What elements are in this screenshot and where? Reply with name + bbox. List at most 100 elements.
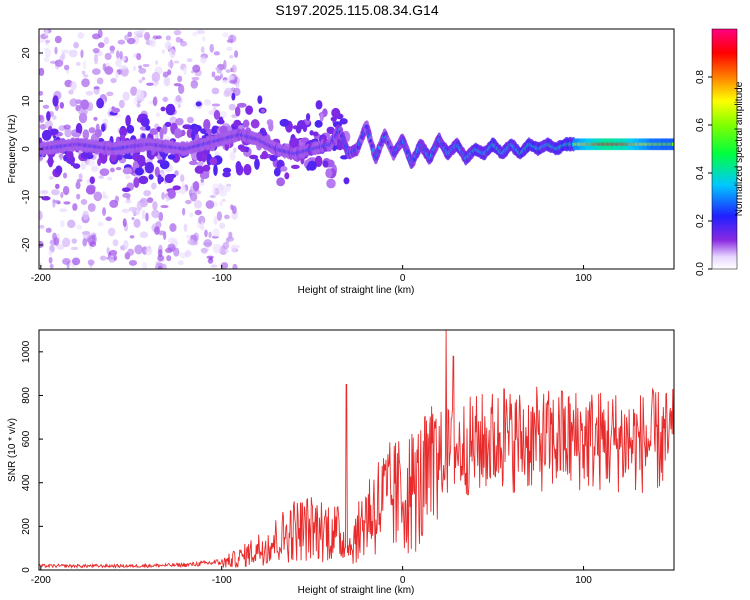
spectrogram-noise-cell [141, 209, 146, 220]
spectrogram-band-cell [52, 95, 59, 107]
spectrogram-noise-cell [110, 77, 117, 84]
snr-y-tick-label: 0 [21, 567, 32, 573]
spectrogram-noise-cell [226, 184, 231, 193]
spectrogram-noise-cell [141, 76, 146, 81]
spectrogram-noise-cell [177, 104, 181, 108]
spectrogram-band-cell [339, 118, 348, 125]
spectrogram-noise-cell [86, 159, 96, 166]
spectrogram-noise-cell [222, 32, 229, 38]
snr-x-ticks: -200 -100 0 100 [31, 566, 592, 586]
spectrogram-noise-cell [196, 29, 206, 35]
spectrogram-noise-cell [80, 161, 86, 170]
spectrogram-noise-cell [48, 250, 53, 257]
spectrogram-noise-cell [68, 89, 74, 95]
spectrogram-noise-cell [173, 60, 180, 64]
spectrogram-noise-cell [180, 174, 185, 183]
spectrogram-band-cell [290, 164, 300, 169]
spectrogram-noise-cell [233, 87, 241, 97]
spectrogram-band-cell [157, 159, 165, 164]
spectrogram-y-tick-label: -10 [21, 189, 32, 204]
spectrogram-noise-cell [229, 151, 236, 161]
spectrogram-band-cell [222, 171, 231, 178]
spectrogram-noise-cell [85, 90, 94, 96]
spectrogram-noise-cell [219, 222, 226, 229]
spectrogram-noise-cell [155, 112, 161, 117]
spectrogram-noise-cell [93, 86, 100, 90]
spectrogram-band-cell [249, 154, 259, 160]
spectrogram-noise-cell [177, 260, 184, 266]
colorbar-gradient [711, 28, 738, 270]
spectrogram-noise-cell [44, 39, 51, 44]
spectrogram-band-cell [165, 103, 176, 116]
spectrogram-noise-cell [173, 247, 180, 257]
spectrogram-noise-cell [229, 79, 238, 84]
spectrogram-band-cell [257, 95, 263, 105]
snr-series-line [39, 330, 674, 570]
spectrogram-noise-cell [60, 220, 65, 228]
spectrogram-noise-cell [87, 259, 95, 266]
spectrogram-band-cell [126, 124, 135, 134]
spectrogram-y-tick-label: 10 [21, 95, 32, 107]
spectrogram-band-cell [121, 187, 131, 193]
spectrogram-band-cell [326, 126, 335, 135]
spectrogram-noise-cell [106, 247, 110, 255]
snr-frame [38, 329, 675, 571]
spectrogram-band-cell [167, 154, 176, 160]
spectrogram-noise-cell [119, 50, 123, 60]
spectrogram-band-cell [146, 148, 152, 159]
spectrogram-band-cell [80, 152, 90, 159]
spectrogram-noise-cell [122, 208, 128, 213]
spectrogram-noise-cell [67, 219, 76, 229]
spectrogram-band-cell [89, 176, 96, 184]
colorbar-tick-label: 0.4 [695, 166, 706, 180]
spectrogram-noise-cell [45, 227, 52, 233]
spectrogram-noise-cell [39, 90, 44, 96]
spectrogram-band-cell [138, 175, 149, 185]
spectrogram-noise-cell [70, 81, 77, 91]
spectrogram-band-cell [331, 107, 341, 118]
spectrogram-noise-cell [192, 64, 201, 73]
spectrogram-band-cell [284, 172, 290, 180]
spectrogram-band-cell [242, 119, 250, 128]
spectrogram-noise-cell [165, 35, 171, 41]
spectrogram-noise-cell [76, 178, 83, 183]
spectrogram-noise-cell [102, 190, 106, 199]
spectrogram-noise-cell [138, 67, 147, 74]
spectrogram-noise-cell [186, 58, 193, 63]
spectrogram-noise-cell [169, 223, 177, 232]
spectrogram-band-cell [172, 185, 181, 191]
spectrogram-noise-cell [59, 153, 63, 161]
spectrogram-noise-cell [122, 218, 127, 227]
spectrogram-band-cell [145, 125, 151, 131]
spectrogram-noise-cell [219, 111, 227, 118]
spectrogram-noise-cell [94, 54, 99, 65]
spectrogram-noise-cell [115, 50, 120, 59]
spectrogram-noise-cell [223, 59, 227, 70]
spectrogram-band-cell [80, 99, 90, 110]
spectrogram-noise-cell [167, 60, 174, 68]
colorbar-tick-label: 0.8 [695, 70, 706, 84]
spectrogram-noise-cell [53, 237, 60, 246]
spectrogram-band-cell [295, 124, 302, 134]
spectrogram-y-axis-title: Frequency (Hz) [7, 115, 18, 184]
spectrogram-noise-cell [109, 50, 115, 54]
spectrogram-noise-cell [113, 254, 118, 261]
spectrogram-noise-cell [48, 176, 55, 180]
spectrogram-noise-cell [212, 243, 222, 254]
snr-x-axis-title: Height of straight line (km) [298, 585, 415, 596]
spectrogram-noise-cell [89, 241, 97, 247]
spectrogram-noise-cell [109, 167, 115, 173]
spectrogram-noise-cell [106, 91, 114, 97]
spectrogram-band-cell [144, 161, 155, 174]
spectrogram-noise-cell [230, 204, 234, 211]
spectrogram-noise-cell [43, 47, 49, 51]
spectrogram-band-cell [314, 155, 323, 168]
spectrogram-noise-cell [200, 56, 207, 64]
spectrogram-noise-cell [39, 67, 45, 77]
spectrogram-noise-cell [133, 97, 138, 106]
spectrogram-noise-cell [124, 199, 132, 204]
spectrogram-noise-cell [82, 237, 88, 247]
spectrogram-noise-cell [213, 215, 218, 226]
spectrogram-noise-cell [56, 244, 65, 250]
spectrogram-noise-cell [142, 63, 150, 68]
